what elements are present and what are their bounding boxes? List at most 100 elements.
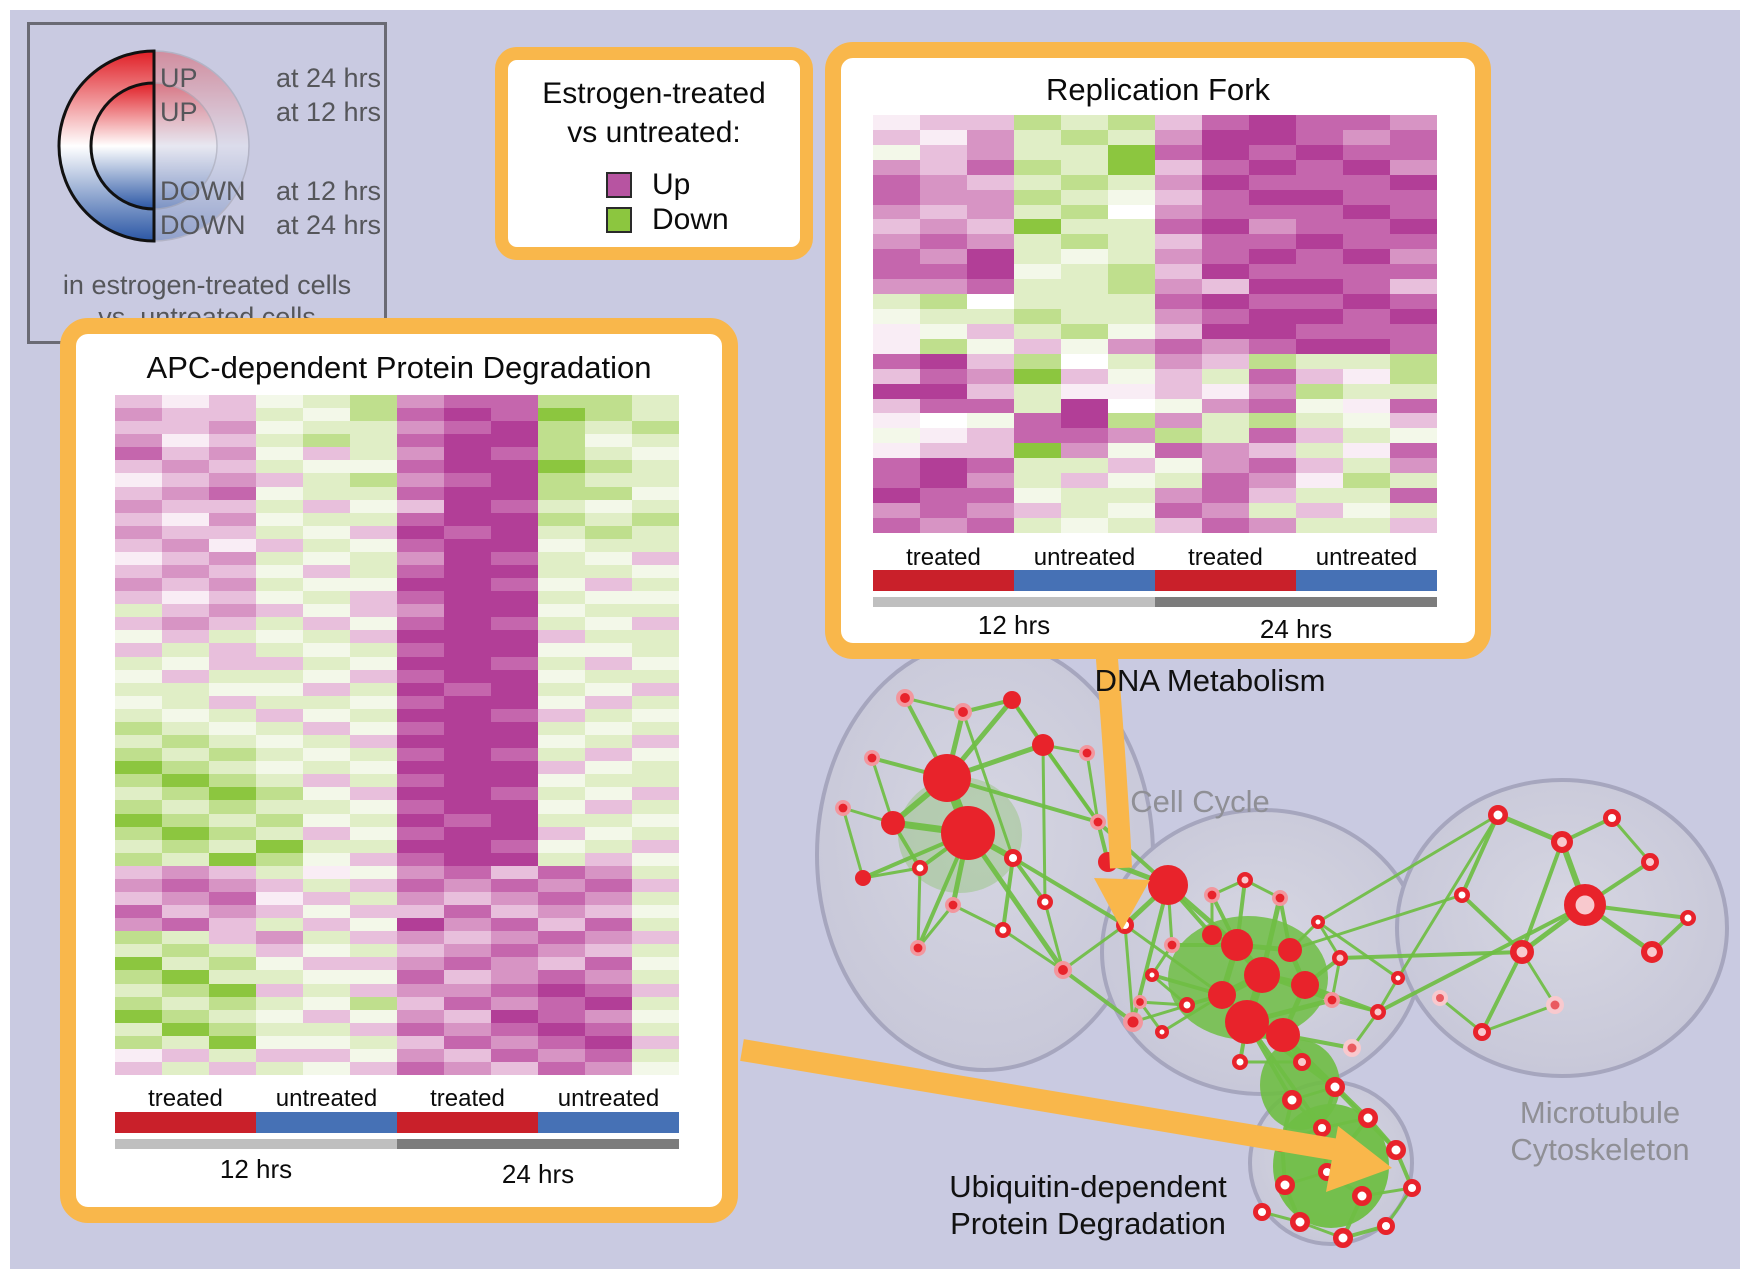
heatmap-row (873, 144, 1437, 160)
heatmap-cell (397, 878, 444, 892)
heatmap-cell (303, 852, 350, 866)
heatmap-cell (1014, 458, 1061, 474)
heatmap-cell (585, 735, 632, 749)
heatmap-cell (632, 486, 679, 500)
heatmap-cell (632, 878, 679, 892)
heatmap-cell (585, 774, 632, 788)
network-node (1244, 957, 1280, 993)
network-edge (861, 866, 922, 880)
heatmap-cell (256, 839, 303, 853)
heatmap-cell (162, 1035, 209, 1049)
heatmap-cell (256, 499, 303, 513)
heatmap-row (873, 353, 1437, 369)
heatmap-cell (444, 826, 491, 840)
heatmap-cell (585, 918, 632, 932)
heatmap-cell (585, 748, 632, 762)
network-node (1225, 1000, 1269, 1044)
rf-group-untreated-24: untreated (1315, 544, 1418, 571)
heatmap-cell (444, 891, 491, 906)
heatmap-cell (1061, 115, 1108, 130)
heatmap-cell (162, 434, 209, 448)
heatmap-cell (920, 308, 967, 324)
heatmap-cell (1343, 443, 1390, 459)
heatmap-cell (491, 839, 538, 853)
heatmap-cell (397, 421, 444, 435)
heatmap-row (115, 918, 679, 932)
heatmap-cell (1014, 115, 1061, 130)
heatmap-cell (209, 774, 256, 788)
heatmap-cell (256, 434, 303, 448)
heatmap-cell (1296, 338, 1343, 354)
heatmap-cell (209, 434, 256, 448)
heatmap-cell (350, 578, 397, 592)
heatmap-cell (1249, 368, 1296, 384)
heatmap-cell (873, 115, 920, 130)
heatmap-cell (444, 852, 491, 866)
heatmap-cell (397, 774, 444, 788)
heatmap-cell (1202, 264, 1249, 280)
heatmap-cell (115, 761, 162, 775)
network-node (1003, 848, 1022, 867)
heatmap-cell (162, 473, 209, 487)
heatmap-cell (350, 957, 397, 971)
heatmap-cell (444, 630, 491, 644)
cluster-label: Ubiquitin-dependent Protein Degradation (949, 1168, 1227, 1242)
heatmap-row (873, 517, 1437, 533)
heatmap-cell (585, 905, 632, 919)
heatmap-cell (209, 708, 256, 722)
network-node (1333, 1228, 1353, 1248)
rf-group-treated-12: treated (906, 544, 981, 571)
heatmap-cell (397, 865, 444, 879)
heatmap-cell (115, 957, 162, 971)
heatmap-cell (1249, 189, 1296, 205)
heatmap-cell (538, 957, 585, 971)
heatmap-cell (256, 813, 303, 827)
network-edge (965, 830, 1066, 973)
heatmap-cell (632, 957, 679, 971)
heatmap-cell (256, 878, 303, 892)
heatmap-cell (967, 144, 1014, 160)
heatmap-cell (1014, 473, 1061, 489)
heatmap-cell (491, 447, 538, 461)
heatmap-cell (967, 488, 1014, 503)
heatmap-cell (162, 748, 209, 762)
network-edge (1288, 893, 1464, 952)
heatmap-cell (873, 458, 920, 474)
heatmap-cell (1014, 368, 1061, 384)
heatmap-cell (209, 905, 256, 919)
heatmap-row (115, 421, 679, 435)
heatmap-cell (256, 944, 303, 958)
heatmap-cell (585, 944, 632, 958)
network-node (1093, 817, 1103, 827)
cluster-label: Microtubule Cytoskeleton (1510, 1094, 1689, 1168)
heatmap-cell (1390, 129, 1437, 145)
heatmap-cell (585, 421, 632, 435)
heatmap-cell (873, 323, 920, 339)
heatmap-cell (1343, 338, 1390, 354)
heatmap-cell (1108, 249, 1155, 265)
heatmap-cell (1390, 279, 1437, 295)
network-edge (1123, 923, 1135, 1024)
heatmap-cell (920, 353, 967, 369)
heatmap-cell (209, 721, 256, 736)
heatmap-cell (444, 421, 491, 435)
heatmap-cell (1343, 219, 1390, 235)
rf-untreated-bar-12 (1014, 570, 1155, 591)
heatmap-cell (350, 630, 397, 644)
heatmap-cell (444, 1022, 491, 1036)
heatmap-cell (209, 1061, 256, 1076)
heatmap-cell (538, 735, 585, 749)
heatmap-cell (538, 800, 585, 814)
heatmap-cell (632, 891, 679, 906)
heatmap-cell (162, 800, 209, 814)
heatmap-row (115, 460, 679, 474)
heatmap-cell (256, 695, 303, 709)
heatmap-cell (1014, 308, 1061, 324)
heatmap-cell (303, 944, 350, 958)
cluster-label: Cell Cycle (1130, 783, 1270, 820)
heatmap-row (873, 428, 1437, 444)
heatmap-cell (632, 774, 679, 788)
heatmap-cell (1343, 368, 1390, 384)
heatmap-cell (350, 551, 397, 566)
heatmap-cell (1155, 413, 1202, 429)
